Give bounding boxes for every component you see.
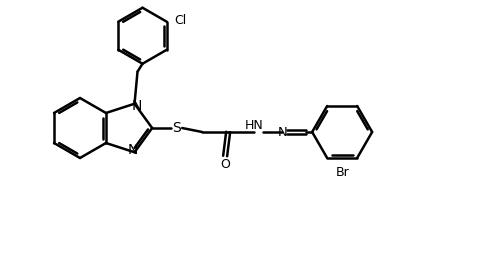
Text: N: N <box>131 99 142 113</box>
Text: S: S <box>172 121 180 135</box>
Text: Br: Br <box>335 166 349 179</box>
Text: N: N <box>127 143 138 157</box>
Text: Cl: Cl <box>174 14 187 27</box>
Text: O: O <box>220 158 230 171</box>
Text: HN: HN <box>245 119 263 132</box>
Text: N: N <box>278 126 287 139</box>
